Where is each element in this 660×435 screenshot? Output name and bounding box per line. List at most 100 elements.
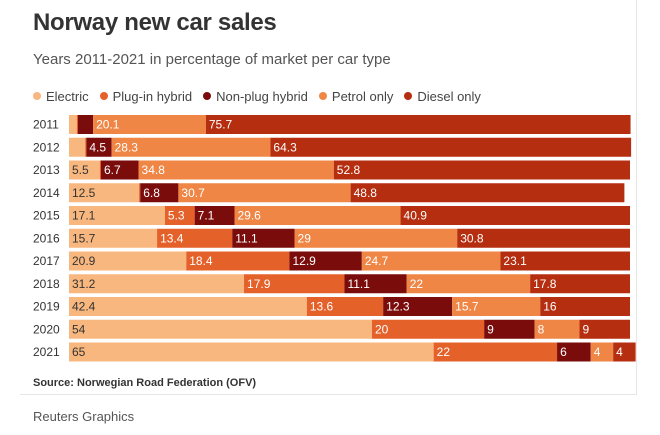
bar-segment-non-plug-hybrid <box>383 297 453 316</box>
legend-item-petrol-only: Petrol only <box>318 88 394 104</box>
data-label: 18.4 <box>189 254 213 268</box>
bar-segment-non-plug-hybrid <box>194 206 235 225</box>
chart-subtitle: Years 2011-2021 in percentage of market … <box>33 51 391 68</box>
y-tick-label: 2012 <box>33 140 60 154</box>
bar-segment-non-plug-hybrid <box>140 183 179 203</box>
legend-item-plug-in-hybrid: Plug-in hybrid <box>99 89 192 104</box>
bar-segment-electric <box>69 183 140 203</box>
bar-segment-non-plug-hybrid <box>100 160 139 180</box>
data-label: 42.4 <box>72 300 96 314</box>
bar-segment-plug-in-hybrid <box>139 183 141 203</box>
legend-item-electric: Electric <box>33 89 89 104</box>
y-tick-label: 2018 <box>33 277 60 291</box>
legend-item-non-plug-hybrid: Non-plug hybrid <box>203 89 308 104</box>
data-label: 17.9 <box>247 277 271 291</box>
bar-segment-petrol-only <box>234 206 401 225</box>
bar-segment-petrol-only <box>178 183 351 203</box>
legend-swatch-petrol-only <box>318 92 327 100</box>
bar-segment-diesel-only <box>540 297 630 316</box>
data-label: 17.1 <box>72 209 96 223</box>
bar-segment-non-plug-hybrid <box>232 228 295 248</box>
data-label: 65 <box>72 345 86 359</box>
data-label: 6 <box>560 345 567 359</box>
bar-segment-electric <box>69 228 158 248</box>
y-tick-label: 2015 <box>33 209 60 223</box>
data-label: 30.7 <box>181 186 205 200</box>
data-label: 52.8 <box>337 163 361 177</box>
data-label: 5.3 <box>168 209 185 223</box>
bar-segment-electric <box>69 251 187 271</box>
bar-segment-diesel-only <box>579 319 630 339</box>
data-label: 7.1 <box>198 209 215 223</box>
bar-segment-plug-in-hybrid <box>99 160 101 180</box>
data-label: 75.7 <box>209 118 233 132</box>
data-label: 13.6 <box>310 300 334 314</box>
bar-segment-petrol-only <box>406 274 531 294</box>
legend-swatch-plug-in-hybrid <box>99 92 108 100</box>
bar-segment-non-plug-hybrid <box>557 342 591 362</box>
bar-segment-plug-in-hybrid <box>306 297 384 316</box>
bar-segment-petrol-only <box>452 297 541 316</box>
data-label: 48.8 <box>354 186 378 200</box>
data-label: 13.4 <box>160 231 184 245</box>
bar-segment-plug-in-hybrid <box>371 319 485 339</box>
chart-title: Norway new car sales <box>33 9 277 36</box>
bar-segment-diesel-only <box>270 137 632 157</box>
bar-segment-non-plug-hybrid <box>289 251 362 271</box>
data-label: 8 <box>538 322 545 336</box>
legend: Electric Plug-in hybrid Non-plug hybrid … <box>33 88 492 104</box>
bar-segment-non-plug-hybrid <box>484 319 535 339</box>
bar-segment-plug-in-hybrid <box>164 206 195 225</box>
bar-segment-diesel-only <box>400 206 630 225</box>
bar-segment-petrol-only <box>138 160 334 180</box>
bar-segment-diesel-only <box>205 115 631 134</box>
bar-segment-petrol-only <box>534 319 580 339</box>
data-label: 15.7 <box>72 231 96 245</box>
bar-segment-diesel-only <box>333 160 630 180</box>
y-tick-label: 2021 <box>33 345 60 359</box>
legend-label-electric: Electric <box>46 88 89 104</box>
data-label: 4.5 <box>89 140 106 154</box>
bar-segment-diesel-only <box>457 228 630 248</box>
y-tick-label: 2020 <box>33 322 60 336</box>
bar-segment-electric <box>69 160 100 180</box>
data-label: 4 <box>616 345 623 359</box>
data-label: 12.5 <box>72 186 96 200</box>
y-tick-label: 2013 <box>33 163 60 177</box>
data-label: 20.9 <box>72 254 96 268</box>
source-note: Source: Norwegian Road Federation (OFV) <box>33 377 257 389</box>
footer-credit: Reuters Graphics <box>33 409 135 424</box>
bar-segment-electric <box>69 342 434 362</box>
data-label: 6.8 <box>143 186 160 200</box>
bar-segment-electric <box>69 274 245 294</box>
y-tick-label: 2016 <box>33 231 60 245</box>
y-tick-label: 2014 <box>33 186 60 200</box>
data-label: 6.7 <box>104 163 121 177</box>
bar-segment-plug-in-hybrid <box>186 251 290 271</box>
bar-segment-non-plug-hybrid <box>86 137 112 157</box>
data-label: 17.8 <box>533 277 557 291</box>
data-label: 28.3 <box>115 140 139 154</box>
data-label: 16 <box>543 300 557 314</box>
bar-segment-electric <box>69 115 77 134</box>
data-label: 4 <box>594 345 601 359</box>
data-label: 20.1 <box>96 118 120 132</box>
bar-segment-electric <box>69 137 86 157</box>
bar-segment-petrol-only <box>93 115 206 134</box>
y-tick-label: 2011 <box>33 118 59 132</box>
data-label: 54 <box>72 322 86 336</box>
data-label: 9 <box>487 322 494 336</box>
legend-label-petrol-only: Petrol only <box>331 88 394 104</box>
data-label: 34.8 <box>142 163 166 177</box>
y-tick-label: 2017 <box>33 254 60 268</box>
bar-segment-petrol-only <box>361 251 501 271</box>
data-label: 24.7 <box>365 254 389 268</box>
data-label: 31.2 <box>72 277 96 291</box>
data-label: 64.3 <box>273 140 297 154</box>
data-label: 23.1 <box>503 254 527 268</box>
data-label: 29 <box>298 231 312 245</box>
data-label: 12.3 <box>386 300 410 314</box>
data-label: 29.6 <box>238 209 262 223</box>
y-tick-label: 2019 <box>33 300 60 314</box>
